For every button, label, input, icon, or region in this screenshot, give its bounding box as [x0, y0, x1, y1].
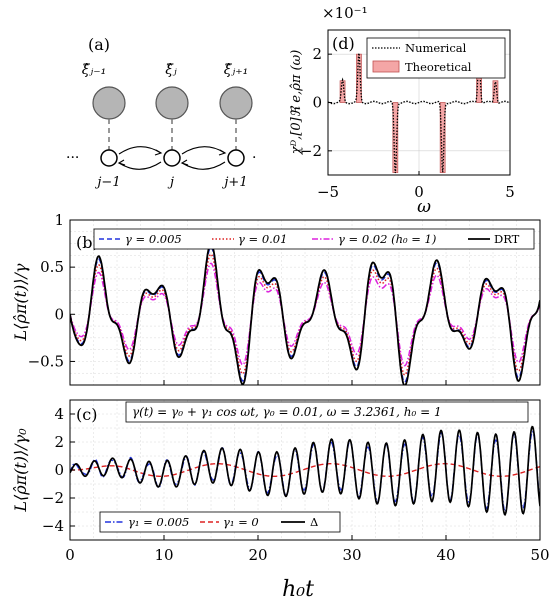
panel-a: (a) ξ̂ⱼ₋₁ ξ̂ⱼ ξ̂ⱼ₊₁ ··· · j−1 j j+1 [66, 35, 256, 190]
legend-c-1: γ₁ = 0.005 [128, 515, 189, 529]
panel-c-xtick: 0 [65, 546, 75, 564]
panel-c-ytick: −4 [42, 517, 64, 535]
legend-b-2: γ = 0.01 [238, 232, 287, 246]
panel-d-ylabel: χᴰ,[0]ℜ e,ρ̂π (ω) [289, 50, 304, 156]
site-node-1 [100, 149, 118, 167]
panel-d-xlabel: ω [417, 197, 431, 217]
panel-c-annotation: γ(t) = γ₀ + γ₁ cos ωt, γ₀ = 0.01, ω = 3.… [125, 401, 529, 423]
panel-b: −0.5 0 0.5 1 (b) γ = 0.005 γ = 0.01 γ = 0.0… [11, 211, 541, 386]
panel-c-series-line [70, 463, 540, 477]
panel-d-legend: Numerical Theoretical [366, 37, 506, 79]
panel-c-legend: γ₁ = 0.005 γ₁ = 0 Δ [99, 511, 341, 533]
legend-b-1: γ = 0.005 [125, 232, 182, 246]
panel-d-ytick: 0 [312, 94, 322, 112]
panel-c-lines [70, 425, 540, 517]
panel-d-xtick: 5 [505, 183, 515, 201]
panel-a-label: (a) [88, 35, 110, 54]
panel-c-label: (c) [76, 405, 97, 424]
panel-d-label: (d) [332, 34, 355, 53]
panel-d-ytick: 2 [312, 45, 322, 63]
node-label-top-3: ξ̂ⱼ₊₁ [224, 62, 248, 78]
panel-b-ytick: 1 [54, 211, 64, 229]
panel-c-xtick: 20 [248, 546, 267, 564]
panel-c-xtick: 40 [436, 546, 455, 564]
theoretical-bar [492, 80, 499, 103]
panel-c-ytick: −2 [42, 489, 64, 507]
panel-c-annotation-text: γ(t) = γ₀ + γ₁ cos ωt, γ₀ = 0.01, ω = 3.… [132, 405, 442, 419]
panel-b-ytick: 0.5 [40, 258, 64, 276]
panel-d-xtick: 0 [414, 183, 424, 201]
panel-c-xlabel: h₀t [282, 577, 314, 602]
panel-c-xtick: 30 [342, 546, 361, 564]
node-label-top-2: ξ̂ⱼ [165, 62, 177, 78]
panel-c-ytick: 0 [54, 461, 64, 479]
panel-c-series-line [70, 425, 540, 517]
node-label-bottom-2: j [167, 175, 174, 190]
panel-c-ylabel: L⟨ρ̂π(t)⟩/γ₀ [11, 428, 30, 513]
legend-theoretical: Theoretical [405, 60, 472, 74]
chain-dots-right: · [252, 150, 256, 166]
node-label-bottom-1: j−1 [94, 175, 120, 190]
panel-c-xtick: 50 [530, 546, 549, 564]
site-node-3 [227, 149, 245, 167]
node-label-top-1: ξ̂ⱼ₋₁ [82, 62, 106, 78]
panel-b-ytick: 0 [54, 305, 64, 323]
legend-numerical: Numerical [405, 41, 467, 55]
panel-c-ytick: 2 [54, 433, 64, 451]
panel-b-legend: γ = 0.005 γ = 0.01 γ = 0.02 (h₀ = 1) DRT [93, 228, 535, 250]
chain-dots-left: ··· [66, 150, 79, 166]
panel-c-series-line [70, 430, 540, 513]
panel-b-series-line [70, 253, 540, 376]
panel-c-ytick: 4 [54, 405, 64, 423]
legend-swatch-theoretical [372, 60, 400, 73]
panel-b-ytick: −0.5 [28, 352, 64, 370]
panel-b-series-line [70, 262, 540, 367]
site-node-2 [163, 149, 181, 167]
hopping-arrow-2 [118, 161, 162, 170]
panel-d-numerical-line [328, 53, 510, 174]
panel-b-series-line [70, 242, 540, 385]
legend-b-3: γ = 0.02 (h₀ = 1) [338, 232, 436, 246]
hopping-arrow-1 [118, 146, 162, 155]
bath-node-1 [92, 86, 126, 120]
panel-d: ×10⁻¹ −5 0 5 −2 0 2 (d) Numerical Theoretical… [289, 4, 515, 217]
panel-d-multiplier: ×10⁻¹ [322, 4, 368, 22]
panel-d-ytick: −2 [300, 142, 322, 160]
panel-b-label: (b) [76, 233, 99, 252]
legend-c-2: γ₁ = 0 [223, 515, 259, 529]
panel-b-ticks: −0.5 0 0.5 1 [28, 211, 541, 385]
theoretical-bar [439, 102, 446, 173]
hopping-arrow-4 [181, 161, 226, 170]
panel-d-xtick: −5 [317, 183, 339, 201]
panel-b-lines [70, 242, 540, 385]
hopping-arrow-3 [181, 146, 226, 155]
panel-d-ticks: −5 0 5 −2 0 2 [300, 45, 515, 201]
legend-b-4: DRT [494, 232, 520, 246]
legend-c-3: Δ [310, 515, 318, 529]
node-label-bottom-3: j+1 [221, 175, 247, 190]
bath-node-3 [219, 86, 253, 120]
panel-b-frame [69, 219, 541, 386]
bath-node-2 [155, 86, 189, 120]
panel-c-xtick: 10 [154, 546, 173, 564]
panel-b-ylabel: L⟨ρ̂π(t)⟩/γ [11, 263, 30, 341]
